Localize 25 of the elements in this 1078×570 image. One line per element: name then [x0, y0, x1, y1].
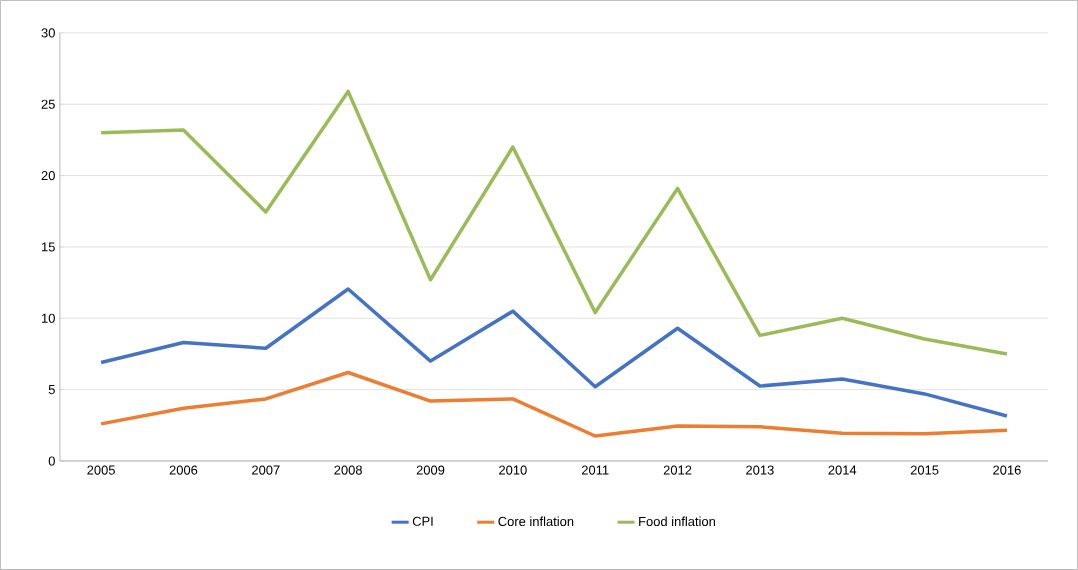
x-tick-label: 2006: [169, 465, 198, 475]
legend-label: CPI: [412, 516, 433, 526]
x-tick-label: 2009: [416, 465, 445, 475]
legend-label: Core inflation: [498, 516, 574, 527]
y-tick-label: 15: [41, 242, 55, 252]
x-tick-label: 2011: [581, 465, 609, 475]
x-tick-label: 2013: [746, 465, 774, 475]
line-series: [99, 370, 1009, 438]
y-tick-label: 25: [41, 99, 55, 109]
x-tick-label: 2008: [334, 465, 362, 475]
x-tick-label: 2016: [993, 465, 1021, 475]
x-tick-label: 2005: [87, 465, 115, 475]
x-tick-label: 2010: [499, 465, 527, 475]
y-tick-label: 5: [48, 385, 55, 395]
y-tick-label: 20: [41, 171, 55, 181]
x-tick-label: 2012: [663, 465, 692, 475]
y-tick-label: 0: [48, 456, 55, 466]
line-series: [99, 287, 1009, 418]
x-tick-label: 2007: [252, 465, 280, 475]
y-tick-label: 10: [41, 313, 55, 323]
x-tick-label: 2014: [828, 465, 857, 475]
line-series: [99, 89, 1009, 356]
legend-label: Food inflation: [639, 516, 715, 527]
y-tick-label: 30: [41, 28, 55, 38]
x-tick-label: 2015: [910, 465, 939, 475]
